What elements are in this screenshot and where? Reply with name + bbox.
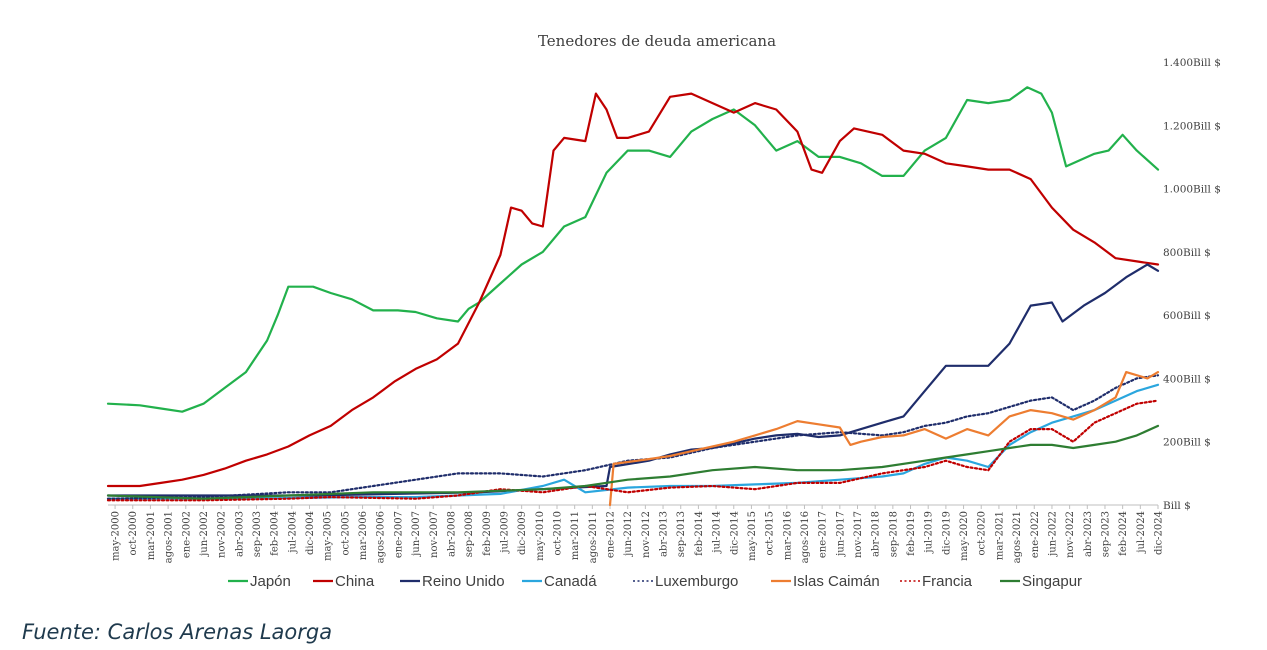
legend-label: China [335,573,375,590]
x-tick-label: nov-2022 [1065,511,1076,558]
y-tick-label: 600Bill $ [1163,310,1211,322]
x-tick-label: agos-2021 [1012,511,1023,563]
x-tick-label: mar-2006 [358,511,369,560]
x-tick-label: jul-2009 [499,511,510,554]
x-tick-label: agos-2006 [376,511,387,563]
legend: Japón China Reino Unido Canadá Luxemburgo Isl… [228,573,1082,590]
y-tick-label: 800Bill $ [1163,247,1211,259]
x-tick-label: agos-2011 [588,511,599,563]
x-tick-label: dic-2014 [729,511,740,555]
x-tick-label: jul-2019 [924,511,935,554]
legend-label: Canadá [544,573,597,590]
x-tick-label: may-2020 [959,511,970,561]
x-tick-label: sep-2023 [1100,511,1111,557]
x-tick-label: feb-2009 [482,511,493,556]
x-tick-label: may-2000 [111,511,122,561]
x-tick-label: mar-2001 [146,511,157,560]
y-tick-label: 1.000Bill $ [1163,184,1221,196]
x-tick-label: jun-2002 [199,511,210,557]
x-tick-label: feb-2004 [270,511,281,556]
x-tick-label: abr-2008 [446,511,457,557]
x-tick-label: dic-2004 [305,511,316,555]
x-tick-label: dic-2024 [1154,511,1165,555]
x-tick-label: nov-2007 [429,511,440,558]
legend-label: Japón [250,573,291,590]
y-tick-label: 200Bill $ [1163,437,1211,449]
x-tick-label: mar-2011 [570,511,581,560]
x-tick-label: dic-2019 [941,511,952,555]
series-line-0 [106,86,1160,413]
series-lines [106,86,1160,507]
x-tick-label: feb-2014 [694,511,705,556]
x-tick-label: mar-2016 [782,511,793,560]
x-tick-label: agos-2016 [800,511,811,563]
y-axis-ticks: Bill $ 200Bill $ 400Bill $ 600Bill $ 800Bill… [1163,57,1221,512]
x-tick-label: abr-2013 [659,511,670,557]
series-line-7 [106,424,1160,500]
x-tick-label: oct-2000 [128,511,139,555]
x-tick-label: jun-2007 [411,511,422,557]
series-line-2 [106,263,1160,497]
x-tick-label: agos-2001 [164,511,175,563]
x-tick-label: nov-2012 [641,511,652,558]
x-tick-label: ene-2017 [818,511,829,558]
legend-label: Luxemburgo [655,573,738,590]
x-tick-label: feb-2024 [1118,511,1129,556]
legend-label: Francia [922,573,973,590]
x-tick-label: abr-2023 [1083,511,1094,557]
x-tick-label: may-2005 [323,511,334,561]
x-tick-label: jul-2024 [1136,511,1147,554]
series-line-6 [106,399,1160,502]
x-tick-label: sep-2003 [252,511,263,557]
x-tick-label: ene-2012 [606,511,617,558]
x-tick-label: oct-2005 [340,511,351,555]
legend-label: Islas Caimán [793,573,880,590]
x-tick-label: nov-2017 [853,511,864,558]
x-tick-label: oct-2015 [765,511,776,555]
source-caption: Fuente: Carlos Arenas Laorga [22,620,333,644]
x-tick-label: may-2015 [747,511,758,561]
x-tick-label: jul-2004 [287,511,298,554]
x-tick-label: jun-2017 [835,511,846,557]
series-line-1 [106,92,1160,488]
x-axis-ticks: may-2000 oct-2000 mar-2001 agos-2001 ene-200… [111,505,1165,563]
x-tick-label: sep-2013 [676,511,687,557]
series-line-4 [106,374,1160,500]
series-line-3 [106,383,1160,500]
x-tick-label: sep-2018 [888,511,899,557]
x-tick-label: oct-2010 [552,511,563,555]
x-tick-label: dic-2009 [517,511,528,555]
legend-label: Singapur [1022,573,1082,590]
x-tick-label: ene-2002 [181,511,192,558]
x-tick-label: ene-2022 [1030,511,1041,558]
y-tick-label: Bill $ [1163,500,1191,512]
x-tick-label: abr-2003 [234,511,245,557]
x-tick-label: mar-2021 [994,511,1005,560]
x-tick-label: feb-2019 [906,511,917,556]
series-line-5 [608,371,1160,507]
legend-label: Reino Unido [422,573,505,590]
line-chart: Tenedores de deuda americana Bill $ 200Bi… [106,32,1221,590]
y-tick-label: 400Bill $ [1163,373,1211,385]
x-tick-label: abr-2018 [871,511,882,557]
x-tick-label: nov-2002 [217,511,228,558]
x-tick-label: sep-2008 [464,511,475,557]
x-tick-label: oct-2020 [977,511,988,555]
chart-title: Tenedores de deuda americana [538,32,776,50]
x-tick-label: ene-2007 [393,511,404,558]
x-tick-label: jul-2014 [712,511,723,554]
x-tick-label: jun-2012 [623,511,634,557]
y-tick-label: 1.200Bill $ [1163,120,1221,132]
y-tick-label: 1.400Bill $ [1163,57,1221,69]
x-tick-label: jun-2022 [1047,511,1058,557]
x-tick-label: may-2010 [535,511,546,561]
